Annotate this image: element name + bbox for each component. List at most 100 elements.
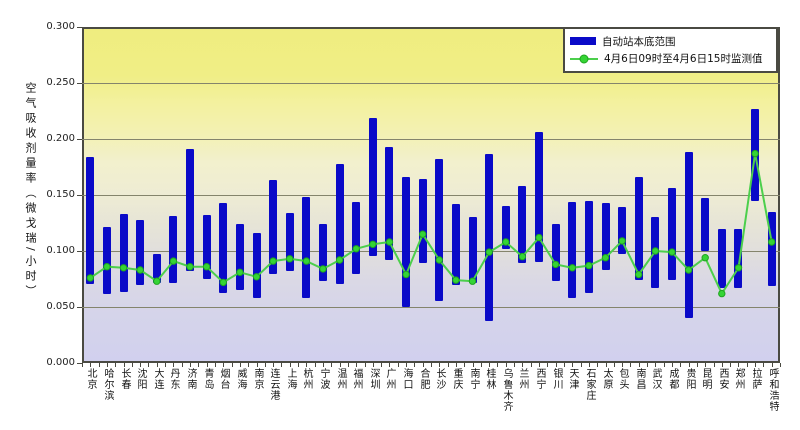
x-tick-mark — [531, 363, 532, 367]
range-bar — [302, 197, 310, 298]
x-tick-mark — [373, 363, 374, 367]
x-tick-mark — [481, 363, 482, 367]
gridline — [82, 83, 780, 84]
legend-bar-swatch — [570, 37, 596, 46]
range-bar — [402, 177, 410, 307]
x-category-label: 威海 — [235, 368, 246, 390]
x-tick-mark — [606, 363, 607, 367]
line-marker — [535, 233, 543, 242]
x-tick-mark — [564, 363, 565, 367]
x-tick-mark — [705, 363, 706, 367]
range-bar — [369, 118, 377, 256]
range-bar — [253, 233, 261, 298]
x-tick-mark — [539, 363, 540, 367]
x-tick-mark — [348, 363, 349, 367]
gridline — [82, 251, 780, 252]
x-tick-mark — [124, 363, 125, 367]
monitored-values-line — [86, 149, 776, 298]
y-tick-label: 0.150 — [46, 189, 75, 200]
range-bar — [685, 152, 693, 318]
line-marker — [186, 263, 194, 271]
x-tick-mark — [672, 363, 673, 367]
x-category-label: 长春 — [119, 368, 130, 390]
y-tick-label: 0.050 — [46, 301, 75, 312]
range-bar — [635, 177, 643, 280]
x-tick-mark — [107, 363, 108, 367]
range-bar — [469, 217, 477, 283]
x-category-label: 深圳 — [368, 368, 379, 390]
range-bar — [419, 179, 427, 263]
range-bar — [319, 224, 327, 281]
range-bar — [701, 198, 709, 251]
x-category-label: 上海 — [285, 368, 296, 390]
x-category-label: 烟台 — [218, 368, 229, 390]
y-axis-title: 空气吸收剂量率（微戈瑞/小时） — [24, 82, 37, 300]
x-tick-mark — [381, 363, 382, 367]
x-tick-mark — [655, 363, 656, 367]
line-marker — [618, 237, 626, 245]
x-tick-mark — [581, 363, 582, 367]
x-category-label: 广州 — [384, 368, 395, 390]
range-bar — [136, 220, 144, 285]
range-bar — [585, 201, 593, 293]
x-tick-mark — [680, 363, 681, 367]
line-marker — [651, 247, 660, 255]
x-tick-mark — [464, 363, 465, 367]
line-marker — [269, 257, 277, 265]
y-tick-label: 0.250 — [46, 77, 75, 88]
range-bar — [336, 164, 344, 284]
range-bar — [435, 159, 443, 301]
range-bar — [552, 224, 560, 281]
line-marker — [103, 263, 111, 271]
gridline — [82, 307, 780, 308]
x-tick-mark — [99, 363, 100, 367]
line-marker — [335, 256, 344, 264]
line-marker — [768, 238, 776, 246]
line-marker — [119, 264, 128, 272]
x-category-label: 重庆 — [451, 368, 462, 390]
legend-marker-dot-icon — [579, 54, 589, 64]
line-marker — [319, 265, 327, 273]
x-category-label: 合肥 — [418, 368, 429, 390]
x-tick-mark — [714, 363, 715, 367]
line-marker — [236, 268, 244, 277]
x-tick-mark — [265, 363, 266, 367]
range-bar — [602, 203, 610, 270]
legend-label-range: 自动站本底范围 — [602, 35, 676, 48]
x-tick-mark — [315, 363, 316, 367]
line-marker — [286, 255, 294, 263]
x-tick-mark — [664, 363, 665, 367]
line-marker — [435, 256, 443, 264]
line-marker — [635, 270, 643, 279]
x-category-label: 天津 — [567, 368, 578, 390]
line-marker — [601, 254, 610, 262]
x-tick-mark — [589, 363, 590, 367]
line-marker — [86, 274, 95, 282]
line-marker — [485, 248, 493, 256]
y-tick-mark — [77, 27, 82, 28]
legend-entry-range: 自动站本底范围 — [570, 34, 771, 49]
x-tick-mark — [763, 363, 764, 367]
x-tick-mark — [298, 363, 299, 367]
line-marker — [402, 270, 410, 279]
line-marker — [568, 264, 576, 272]
line-marker — [585, 261, 593, 270]
range-bar — [236, 224, 244, 290]
x-tick-mark — [340, 363, 341, 367]
x-tick-mark — [157, 363, 158, 367]
x-category-label: 包头 — [617, 368, 628, 390]
x-tick-mark — [556, 363, 557, 367]
x-category-label: 海口 — [401, 368, 412, 390]
x-tick-mark — [489, 363, 490, 367]
x-tick-mark — [547, 363, 548, 367]
x-tick-mark — [456, 363, 457, 367]
line-marker — [551, 260, 560, 269]
x-tick-mark — [273, 363, 274, 367]
gridline — [82, 195, 780, 196]
x-category-label: 兰州 — [517, 368, 528, 390]
x-tick-mark — [115, 363, 116, 367]
x-tick-mark — [622, 363, 623, 367]
x-tick-mark — [473, 363, 474, 367]
x-category-label: 银川 — [551, 368, 562, 390]
x-tick-mark — [514, 363, 515, 367]
